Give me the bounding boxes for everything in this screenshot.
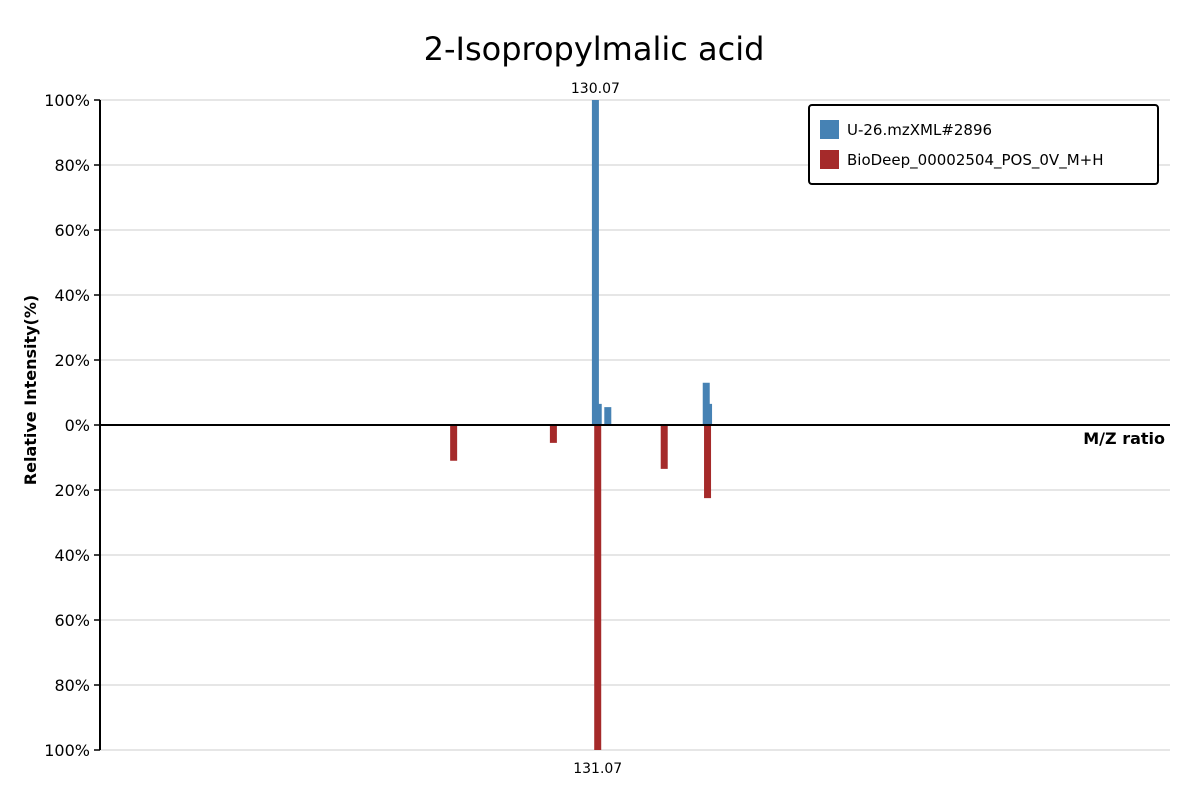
- y-axis-title: Relative Intensity(%): [21, 295, 40, 485]
- bar-reference: [704, 425, 712, 499]
- y-tick-label: 20%: [54, 481, 90, 500]
- x-axis-title: M/Z ratio: [1083, 429, 1165, 448]
- axes: [99, 100, 1170, 750]
- legend-label-observed: U-26.mzXML#2896: [847, 121, 992, 139]
- y-tick-label: 0%: [65, 416, 90, 435]
- bar-observed: [604, 407, 612, 425]
- legend-box: [808, 104, 1159, 185]
- legend-swatch-observed: [820, 120, 839, 139]
- legend-swatch-reference: [820, 150, 839, 169]
- y-tick-label: 60%: [54, 611, 90, 630]
- legend: U-26.mzXML#2896 BioDeep_00002504_POS_0V_…: [808, 104, 1159, 185]
- bar-reference: [660, 425, 668, 469]
- y-tick-label: 100%: [44, 91, 90, 110]
- peak-label-top: 130.07: [571, 81, 620, 97]
- bar-observed: [705, 403, 713, 425]
- bar-reference: [450, 425, 458, 461]
- y-tick-label: 20%: [54, 351, 90, 370]
- bars: [450, 100, 713, 750]
- legend-label-reference: BioDeep_00002504_POS_0V_M+H: [847, 151, 1103, 170]
- peak-labels: 130.07 131.07: [571, 81, 622, 777]
- y-tick-label: 40%: [54, 546, 90, 565]
- y-tick-label: 40%: [54, 286, 90, 305]
- y-tick-label: 80%: [54, 676, 90, 695]
- bar-observed: [591, 100, 599, 425]
- chart-title: 2-Isopropylmalic acid: [424, 30, 765, 68]
- bar-reference: [594, 425, 602, 750]
- bar-reference: [549, 425, 557, 443]
- grid-lines: [100, 99, 1170, 751]
- bar-observed: [594, 403, 602, 425]
- y-tick-label: 100%: [44, 741, 90, 760]
- peak-label-bottom: 131.07: [573, 761, 622, 777]
- y-ticks: 100% 80% 60% 40% 20% 0% 20% 40% 60% 80% 100%: [44, 91, 100, 760]
- y-tick-label: 80%: [54, 156, 90, 175]
- y-tick-label: 60%: [54, 221, 90, 240]
